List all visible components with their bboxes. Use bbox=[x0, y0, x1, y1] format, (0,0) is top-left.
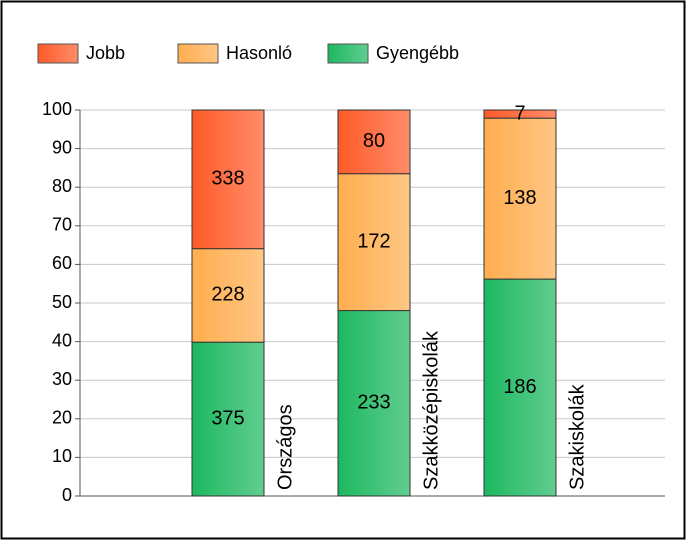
value-label: 7 bbox=[514, 102, 525, 124]
y-tick-label: 0 bbox=[62, 485, 72, 505]
y-tick-label: 40 bbox=[52, 330, 72, 350]
bar-segment bbox=[337, 310, 411, 497]
x-tick-label: Szakiskolák bbox=[566, 383, 588, 490]
legend-swatch bbox=[327, 43, 369, 64]
legend-label: Hasonló bbox=[226, 43, 292, 63]
legend-swatch bbox=[37, 43, 79, 64]
y-tick-label: 50 bbox=[52, 292, 72, 312]
bar-segment bbox=[337, 109, 411, 175]
bar-segment bbox=[483, 117, 557, 280]
value-label: 228 bbox=[211, 284, 244, 306]
y-tick-label: 30 bbox=[52, 369, 72, 389]
y-tick-label: 10 bbox=[52, 446, 72, 466]
x-tick-label: Országos bbox=[274, 404, 296, 490]
y-tick-label: 90 bbox=[52, 137, 72, 157]
y-tick-label: 100 bbox=[42, 99, 72, 119]
x-tick-label: Szakközépiskolák bbox=[420, 330, 442, 490]
value-label: 186 bbox=[503, 376, 536, 398]
bar-segment bbox=[483, 278, 557, 497]
value-label: 375 bbox=[211, 407, 244, 429]
legend-label: Jobb bbox=[86, 43, 125, 63]
value-label: 138 bbox=[503, 187, 536, 209]
y-tick-label: 70 bbox=[52, 215, 72, 235]
legend-swatch bbox=[177, 43, 219, 64]
bar-segment bbox=[483, 109, 557, 119]
value-label: 80 bbox=[363, 130, 385, 152]
bar-segment bbox=[337, 173, 411, 312]
value-label: 338 bbox=[211, 168, 244, 190]
y-tick-label: 80 bbox=[52, 176, 72, 196]
y-tick-label: 60 bbox=[52, 253, 72, 273]
bar-segment bbox=[191, 109, 265, 250]
legend-label: Gyengébb bbox=[376, 43, 459, 63]
y-tick-label: 20 bbox=[52, 408, 72, 428]
value-label: 233 bbox=[357, 392, 390, 414]
value-label: 172 bbox=[357, 230, 390, 252]
bar-segment bbox=[191, 341, 265, 497]
